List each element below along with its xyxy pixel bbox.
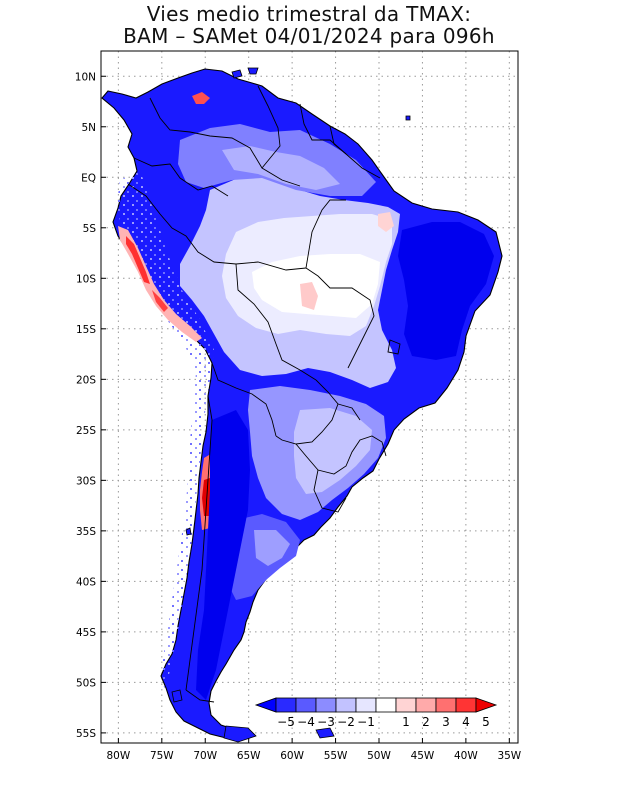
lon-tick-label: 45W <box>411 750 435 762</box>
warm-bias-peru-strong <box>152 290 168 312</box>
map-frame <box>100 50 519 744</box>
colorbar-label: 3 <box>442 715 450 729</box>
lon-tick-label: 60W <box>280 750 304 762</box>
colorbar-label: −4 <box>297 715 315 729</box>
strong-cold-bias-northeast <box>398 222 494 360</box>
longitude-axis: 80W 75W 70W 65W 60W 55W 50W 45W 40W 35W <box>107 738 522 762</box>
lon-tick-label: 65W <box>237 750 261 762</box>
map-title-line2: BAM – SAMet 04/01/2024 para 096h <box>123 24 495 48</box>
colorbar-label: −2 <box>337 715 355 729</box>
strong-cold-bias-south <box>196 410 250 700</box>
lat-tick-label: EQ <box>81 172 96 184</box>
warm-bias-spot <box>378 212 394 232</box>
colorbar-swatch <box>415 697 437 713</box>
warm-bias-spot <box>300 282 318 310</box>
colorbar-label: 5 <box>482 715 490 729</box>
warm-bias-north-coast <box>192 92 210 104</box>
lat-tick-label: 20S <box>76 374 96 386</box>
colorbar-swatch <box>335 697 357 713</box>
map-title-line1: Vies medio trimestral da TMAX: <box>146 2 472 26</box>
colorbar-swatch <box>395 697 417 713</box>
weak-bias-region-north-light <box>222 146 340 190</box>
lon-tick-label: 80W <box>107 750 131 762</box>
lat-tick-label: 50S <box>76 677 96 689</box>
warm-bias-peru-coast <box>118 226 202 342</box>
colorbar-swatch <box>295 697 317 713</box>
lat-tick-label: 25S <box>76 425 96 437</box>
lon-tick-label: 35W <box>497 750 521 762</box>
lon-tick-label: 40W <box>454 750 478 762</box>
colorbar-label: 2 <box>422 715 430 729</box>
weak-bias-region-patagonia-core <box>254 530 290 566</box>
lat-tick-label: 55S <box>76 728 96 740</box>
colorbar-swatch <box>375 697 397 713</box>
colorbar-swatch <box>455 697 477 713</box>
colorbar-swatch <box>275 697 297 713</box>
colorbar-label: −3 <box>317 715 335 729</box>
colorbar-label: −5 <box>277 715 295 729</box>
colorbar-label: 1 <box>402 715 410 729</box>
colorbar-min-arrow <box>254 697 277 713</box>
colorbar-label: 4 <box>462 715 470 729</box>
colorbar-label: −1 <box>357 715 375 729</box>
lat-tick-label: 15S <box>76 324 96 336</box>
lat-tick-label: 35S <box>76 526 96 538</box>
colorbar-swatch <box>435 697 457 713</box>
lat-tick-label: 10N <box>75 71 96 83</box>
country-borders <box>127 85 401 703</box>
latitude-axis: 10N 5N EQ 5S 10S 15S 20S 25S 30S 35S 40S 45S 50S 55S <box>75 71 106 740</box>
lat-tick-label: 5S <box>83 223 97 235</box>
lon-tick-label: 70W <box>193 750 217 762</box>
weak-bias-region-south-core <box>294 408 372 494</box>
lon-tick-label: 55W <box>324 750 348 762</box>
warm-bias-peru-strong <box>126 236 150 284</box>
lat-tick-label: 40S <box>76 576 96 588</box>
colorbar-swatch <box>355 697 377 713</box>
lon-tick-label: 75W <box>150 750 174 762</box>
colorbar-swatch <box>315 697 337 713</box>
lat-tick-label: 10S <box>76 273 96 285</box>
zero-bias-white <box>252 254 380 318</box>
lon-tick-label: 50W <box>367 750 391 762</box>
lat-tick-label: 5N <box>81 122 96 134</box>
lat-tick-label: 45S <box>76 627 96 639</box>
andes-speckle <box>116 170 214 690</box>
colorbar-max-arrow <box>475 697 498 713</box>
islands <box>171 67 411 743</box>
color-bar: −5 −4 −3 −2 −1 1 2 3 4 5 <box>254 697 498 729</box>
lat-tick-label: 30S <box>76 475 96 487</box>
